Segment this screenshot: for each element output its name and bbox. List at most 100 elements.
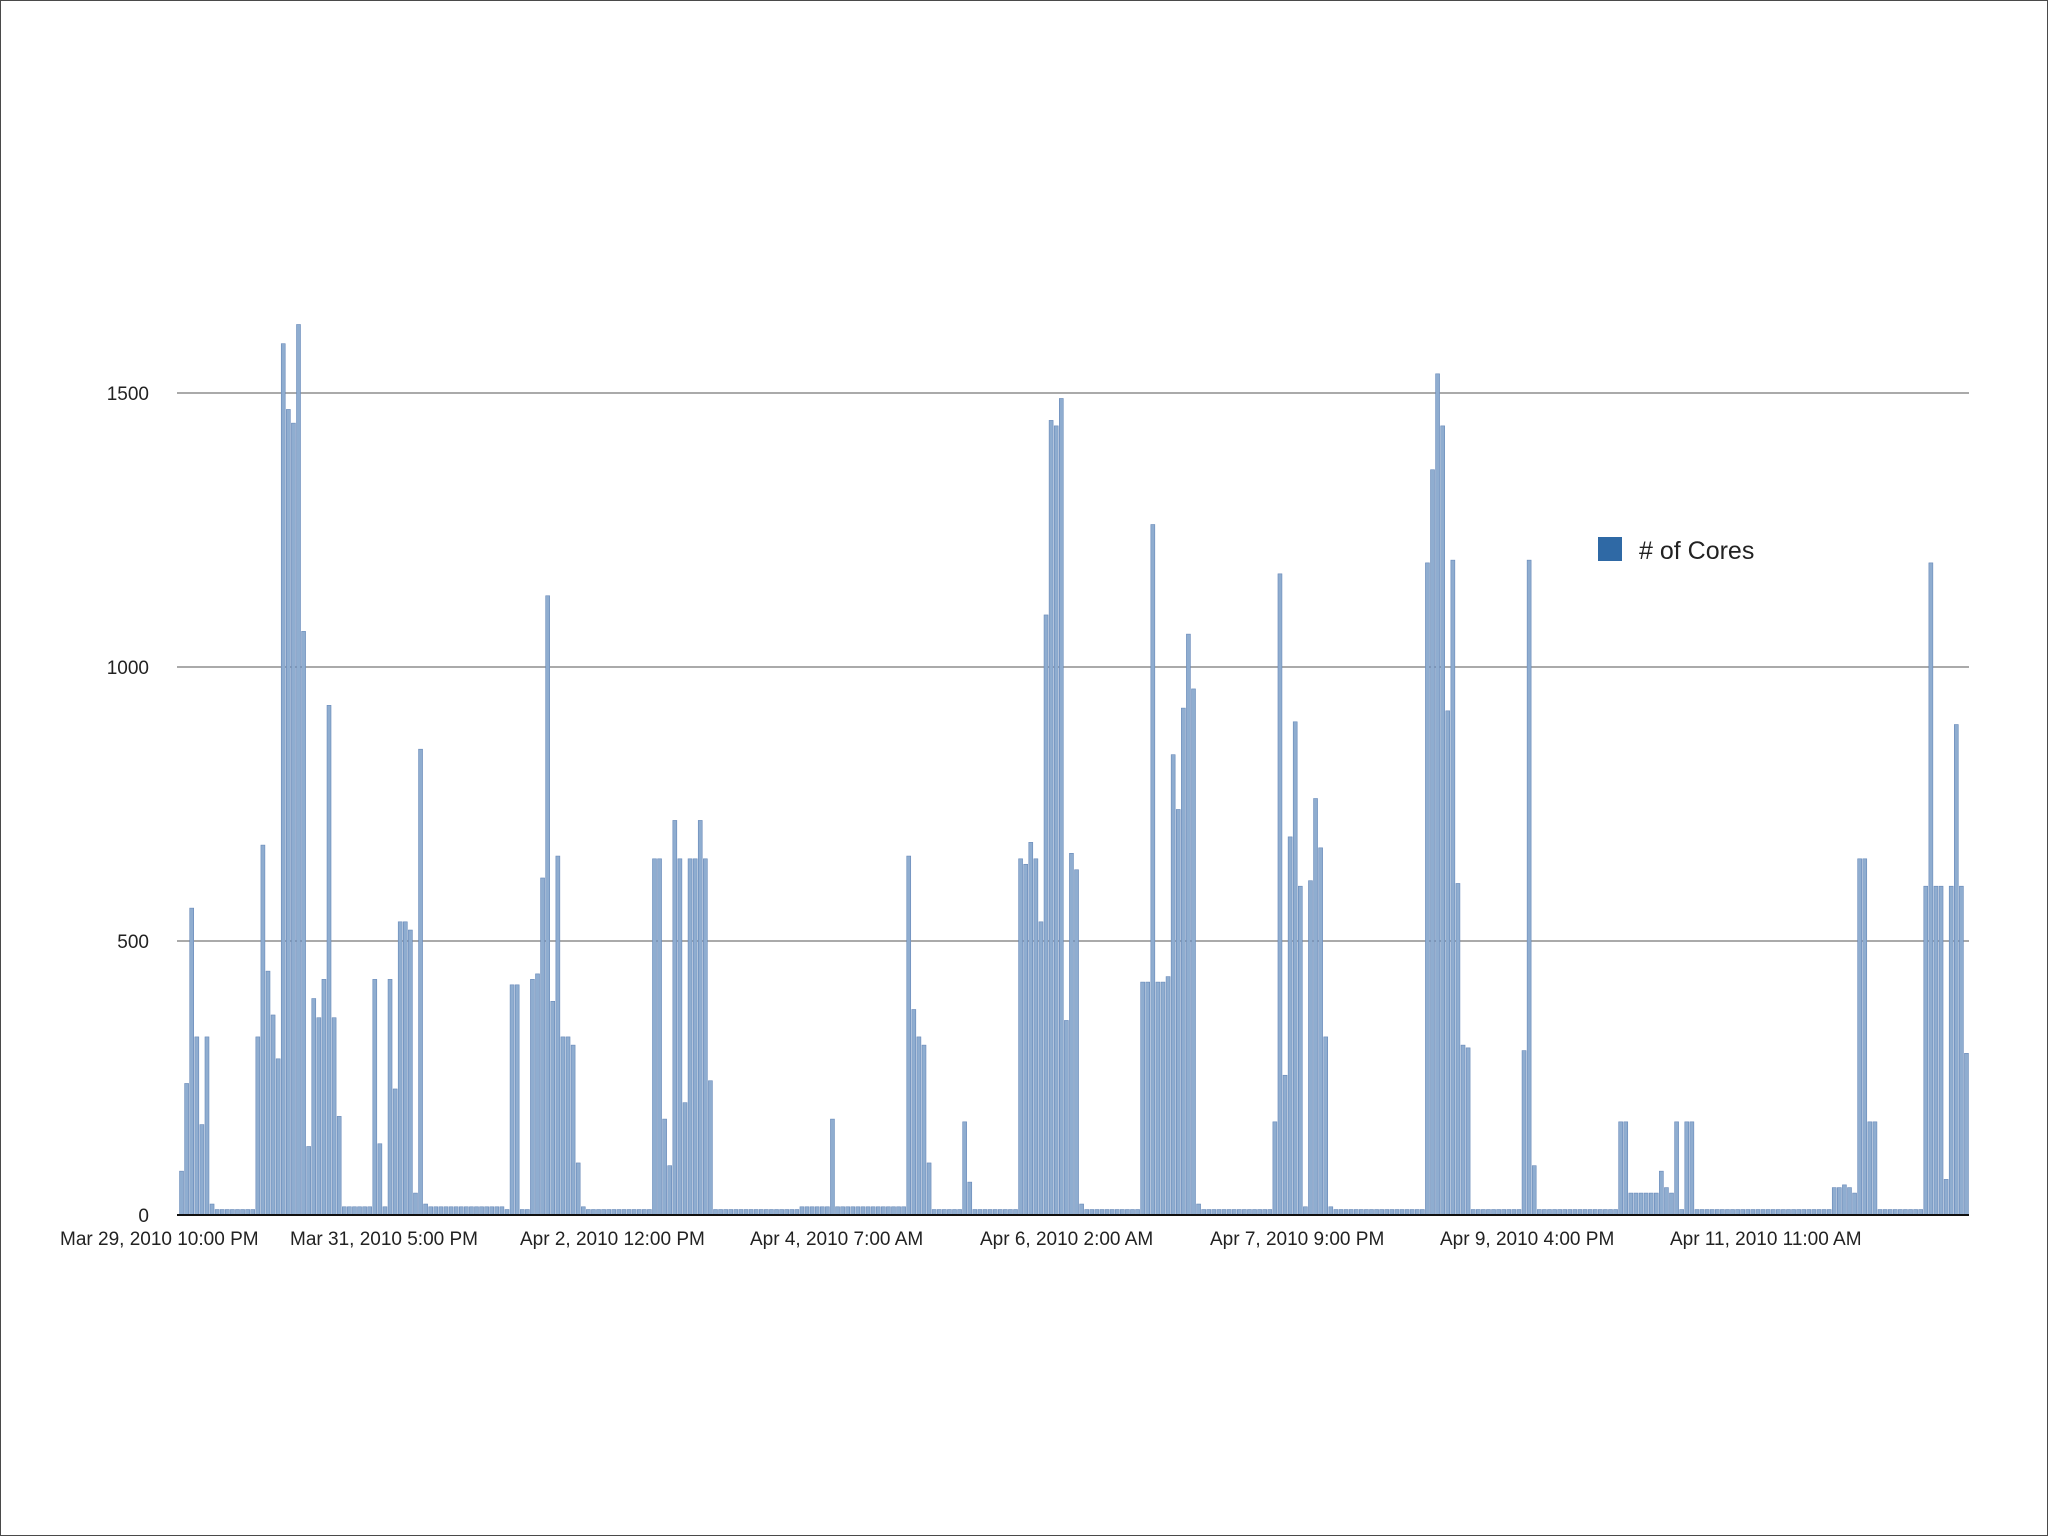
bar-285 xyxy=(1628,1192,1634,1216)
bar-143 xyxy=(906,855,912,1216)
bar-200 xyxy=(1196,1203,1201,1216)
bar-104 xyxy=(708,1080,713,1216)
bar-79 xyxy=(580,1206,586,1216)
bar-45 xyxy=(408,929,413,1216)
bar-134 xyxy=(860,1206,866,1216)
bar-130 xyxy=(840,1206,845,1216)
bar-176 xyxy=(1074,869,1079,1216)
bar-248 xyxy=(1440,425,1445,1216)
bar-65 xyxy=(509,984,515,1216)
bar-252 xyxy=(1460,1044,1466,1216)
bar-39 xyxy=(377,1143,383,1216)
bar-123 xyxy=(804,1206,810,1216)
bar-189 xyxy=(1140,981,1145,1216)
bar-197 xyxy=(1181,707,1186,1216)
bar-49 xyxy=(428,1206,434,1216)
bar-327 xyxy=(1842,1184,1847,1216)
y-tick-label: 500 xyxy=(117,932,149,953)
bar-38 xyxy=(372,979,378,1216)
bar-97 xyxy=(672,820,678,1216)
bar-56 xyxy=(464,1206,469,1216)
bar-132 xyxy=(850,1206,856,1216)
bar-216 xyxy=(1277,573,1283,1216)
bar-174 xyxy=(1064,1020,1069,1216)
bar-137 xyxy=(875,1206,881,1216)
bar-69 xyxy=(530,979,535,1216)
bar-198 xyxy=(1186,633,1191,1216)
bar-138 xyxy=(881,1206,886,1216)
bar-226 xyxy=(1328,1206,1334,1216)
x-tick-label: Apr 2, 2010 12:00 PM xyxy=(520,1229,705,1250)
bar-350 xyxy=(1959,885,1964,1216)
bar-127 xyxy=(825,1206,830,1216)
bar-63 xyxy=(499,1206,505,1216)
bar-73 xyxy=(550,1000,556,1216)
bar-287 xyxy=(1638,1192,1644,1216)
bar-224 xyxy=(1318,847,1323,1216)
bar-154 xyxy=(962,1121,967,1216)
bar-76 xyxy=(565,1036,571,1216)
bar-266 xyxy=(1531,1165,1537,1216)
bar-293 xyxy=(1669,1192,1674,1216)
bar-54 xyxy=(453,1206,459,1216)
x-tick-label: Apr 6, 2010 2:00 AM xyxy=(980,1229,1153,1250)
bar-32 xyxy=(341,1206,347,1216)
x-tick-label: Apr 4, 2010 7:00 AM xyxy=(750,1229,923,1250)
bar-61 xyxy=(489,1206,495,1216)
bar-135 xyxy=(865,1206,871,1216)
bar-122 xyxy=(799,1206,805,1216)
bar-223 xyxy=(1313,798,1318,1216)
bar-194 xyxy=(1165,976,1171,1216)
bar-17 xyxy=(265,970,271,1216)
bar-144 xyxy=(911,1009,917,1216)
bar-27 xyxy=(316,1017,322,1216)
bar-147 xyxy=(926,1162,932,1216)
bar-250 xyxy=(1450,559,1456,1216)
bar-349 xyxy=(1954,724,1959,1216)
bar-169 xyxy=(1038,921,1044,1216)
bar-102 xyxy=(697,820,703,1216)
bar-291 xyxy=(1659,1170,1664,1216)
bar-218 xyxy=(1287,836,1293,1216)
bar-18 xyxy=(270,1014,276,1216)
bar-42 xyxy=(392,1088,398,1216)
bar-249 xyxy=(1445,710,1451,1216)
bar-221 xyxy=(1303,1206,1308,1216)
bar-141 xyxy=(896,1206,901,1216)
bar-351 xyxy=(1964,1053,1969,1216)
bar-50 xyxy=(433,1206,439,1216)
bar-124 xyxy=(809,1206,815,1216)
legend-label: # of Cores xyxy=(1639,537,1754,565)
bar-25 xyxy=(306,1146,311,1216)
bar-326 xyxy=(1837,1187,1842,1216)
bar-133 xyxy=(855,1206,861,1216)
bar-283 xyxy=(1618,1121,1623,1216)
bar-44 xyxy=(403,921,408,1216)
bar-33 xyxy=(347,1206,352,1216)
bar-2 xyxy=(189,907,194,1216)
bar-62 xyxy=(494,1206,500,1216)
bar-28 xyxy=(321,979,327,1216)
bar-330 xyxy=(1857,858,1862,1216)
bar-286 xyxy=(1633,1192,1639,1216)
bar-100 xyxy=(687,858,693,1216)
bar-60 xyxy=(484,1206,489,1216)
bar-251 xyxy=(1455,883,1461,1216)
bar-217 xyxy=(1282,1074,1288,1216)
bar-173 xyxy=(1059,398,1064,1216)
bar-0 xyxy=(179,1170,184,1216)
bar-24 xyxy=(301,631,306,1216)
bar-58 xyxy=(474,1206,479,1216)
bar-222 xyxy=(1308,880,1313,1216)
bar-247 xyxy=(1435,373,1440,1216)
bar-128 xyxy=(830,1118,835,1216)
bar-93 xyxy=(652,858,657,1216)
bar-72 xyxy=(545,595,550,1216)
x-tick-label: Apr 7, 2010 9:00 PM xyxy=(1210,1229,1384,1250)
bar-191 xyxy=(1150,524,1156,1216)
bar-59 xyxy=(479,1206,484,1216)
bar-264 xyxy=(1521,1050,1527,1216)
bar-22 xyxy=(291,422,296,1216)
bar-98 xyxy=(677,858,683,1216)
